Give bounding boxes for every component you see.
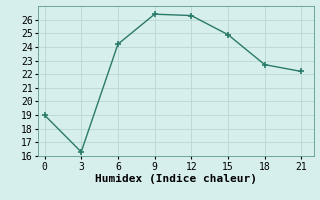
X-axis label: Humidex (Indice chaleur): Humidex (Indice chaleur) bbox=[95, 174, 257, 184]
